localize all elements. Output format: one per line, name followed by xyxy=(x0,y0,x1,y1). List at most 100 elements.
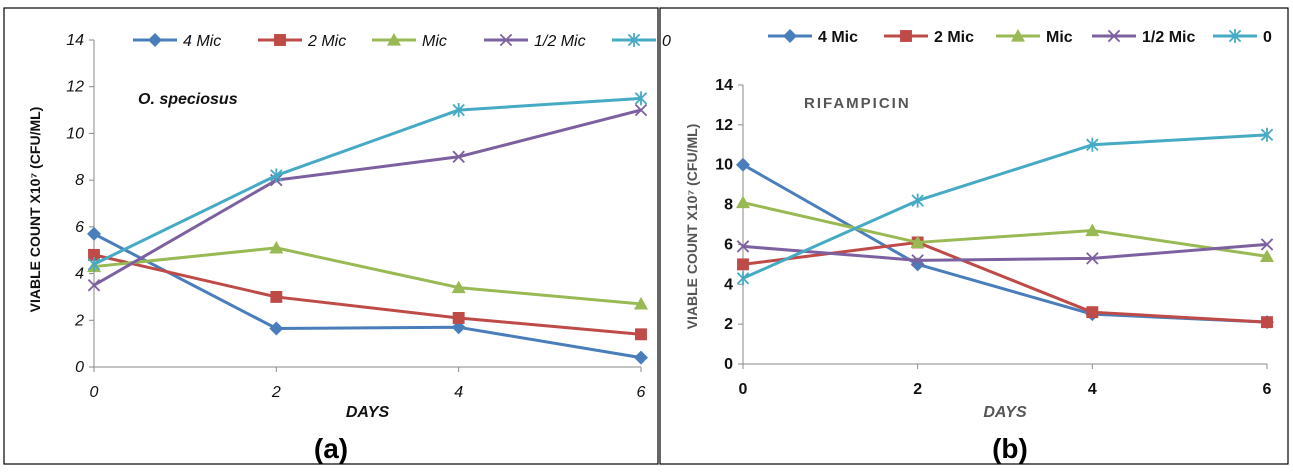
chart-a-legend-marker xyxy=(274,34,286,46)
chart-a-series-3 xyxy=(87,103,648,292)
chart-a-data-point xyxy=(634,296,648,310)
chart-a-title: O. speciosus xyxy=(138,91,238,108)
chart-b-data-point xyxy=(1086,137,1099,152)
chart-b-series-4 xyxy=(736,127,1274,286)
chart-b-legend-item: Mic xyxy=(996,29,1073,46)
chart-b-series-line xyxy=(742,201,1268,258)
chart-a-legend-item: 0 xyxy=(612,33,671,50)
chart-b-data-point xyxy=(911,193,924,208)
chart-a-x-tick-label: 2 xyxy=(271,384,281,401)
chart-b-y-tick-label: 14 xyxy=(715,77,733,94)
chart-b-data-point xyxy=(736,157,750,172)
chart-a-y-tick-label: 4 xyxy=(75,266,84,283)
chart-b-data-point xyxy=(736,195,750,209)
chart-a-legend-item: 1/2 Mic xyxy=(484,33,586,50)
chart-a-legend-label: 1/2 Mic xyxy=(534,33,586,50)
chart-a-data-point xyxy=(635,328,647,341)
chart-a-series-line xyxy=(93,108,642,287)
chart-b-data-point xyxy=(1260,238,1274,251)
panel-b-caption: (b) xyxy=(992,433,1028,464)
chart-b-legend-label: 1/2 Mic xyxy=(1142,29,1195,46)
chart-a-legend-label: 4 Mic xyxy=(183,33,221,50)
chart-b: 0 2 4 6 8 10 12 14 0 2 4 6 DAYS VIABLE COUNT X10⁷ (CF… xyxy=(684,29,1274,421)
chart-a-series-4 xyxy=(87,91,648,272)
chart-b-y-tick-label: 8 xyxy=(724,197,733,214)
chart-b-data-point xyxy=(1085,223,1100,237)
chart-a-data-point xyxy=(270,168,283,183)
chart-a-series-0 xyxy=(87,226,648,365)
chart-a-legend-label: Mic xyxy=(422,33,447,50)
chart-a-series-line xyxy=(93,246,642,306)
chart-b-series-3 xyxy=(736,238,1274,267)
chart-a-data-point xyxy=(634,103,648,117)
chart-a-data-point xyxy=(452,312,465,324)
chart-b-data-point xyxy=(1086,306,1099,319)
chart-a-y-tick-label: 0 xyxy=(75,359,84,376)
chart-a-series-line xyxy=(93,96,642,266)
chart-b-y-tick-label: 2 xyxy=(724,316,733,333)
chart-b-legend-marker xyxy=(900,30,912,42)
chart-a-data-point xyxy=(452,150,465,164)
chart-b-legend-item: 1/2 Mic xyxy=(1092,29,1195,46)
chart-a-series-1 xyxy=(88,248,647,341)
chart-b-x-tick-label: 4 xyxy=(1088,381,1097,398)
chart-b-y-tick-label: 10 xyxy=(715,157,733,174)
chart-a-data-point xyxy=(269,321,284,336)
chart-a-legend-item: Mic xyxy=(372,33,447,50)
chart-a-data-point xyxy=(634,91,648,106)
panel-b-frame xyxy=(659,7,1289,465)
chart-b-legend-item: 2 Mic xyxy=(884,29,974,46)
chart-b-x-tick-label: 6 xyxy=(1263,381,1272,398)
chart-a-data-point xyxy=(87,226,101,241)
chart-b-legend-marker xyxy=(783,29,797,43)
chart-b-legend-label: 0 xyxy=(1263,29,1272,46)
chart-b-legend-label: 2 Mic xyxy=(934,29,974,46)
chart-b-data-point xyxy=(1086,252,1099,265)
chart-b-y-tick-label: 6 xyxy=(724,236,733,253)
chart-b-x-tick-label: 2 xyxy=(913,381,922,398)
chart-a-legend-item: 2 Mic xyxy=(258,33,346,50)
chart-b-series-line xyxy=(742,240,1268,324)
chart-b-data-point xyxy=(736,240,750,253)
chart-b-legend-label: 4 Mic xyxy=(818,29,858,46)
chart-b-y-tick-label: 0 xyxy=(724,356,733,373)
chart-b-legend-marker xyxy=(1228,29,1242,43)
chart-a-data-point xyxy=(451,280,466,294)
chart-a-data-point xyxy=(88,248,100,261)
chart-a-series-2 xyxy=(87,240,648,310)
chart-a-x-axis-label: DAYS xyxy=(346,404,390,421)
chart-a-x-tick-label: 6 xyxy=(637,384,646,401)
chart-a-data-point xyxy=(87,279,101,292)
chart-a-y-tick-label: 6 xyxy=(75,219,84,236)
chart-a-data-point xyxy=(270,290,283,303)
chart-b-data-point xyxy=(910,235,925,249)
chart-a-legend-marker xyxy=(148,33,162,47)
chart-a-series-line xyxy=(93,253,642,336)
chart-a-legend-marker xyxy=(387,33,401,46)
chart-a-y-tick-label: 10 xyxy=(66,125,84,142)
chart-a-x-tick-label: 0 xyxy=(90,384,99,401)
chart-b-series-line xyxy=(742,133,1268,280)
chart-a-data-point xyxy=(269,240,284,254)
panel-a-caption: (a) xyxy=(314,433,348,464)
chart-b-x-axis-label: DAYS xyxy=(983,404,1027,421)
chart-b-legend-marker xyxy=(1011,29,1025,42)
chart-b-series-line xyxy=(742,242,1268,262)
chart-b-series-0 xyxy=(736,157,1274,330)
chart-b-series-2 xyxy=(736,195,1274,262)
chart-a-y-tick-label: 12 xyxy=(66,79,84,96)
chart-a-legend-marker xyxy=(499,33,513,47)
chart-a-x-tick-label: 4 xyxy=(454,384,463,401)
chart-a-legend-marker xyxy=(627,33,641,47)
chart-b-data-point xyxy=(737,258,749,271)
chart-a-y-tick-label: 2 xyxy=(74,312,84,329)
chart-b-data-point xyxy=(911,254,924,267)
chart-b-legend-item: 4 Mic xyxy=(768,29,858,46)
chart-b-data-point xyxy=(1261,316,1273,329)
chart-b-title: RIFAMPICIN xyxy=(804,95,911,112)
chart-b-legend-marker xyxy=(1107,29,1121,43)
chart-a-data-point xyxy=(634,350,648,365)
chart-b-y-axis-label: VIABLE COUNT X10⁷ (CFU/ML) xyxy=(684,124,700,330)
chart-b-y-tick-label: 4 xyxy=(724,276,733,293)
